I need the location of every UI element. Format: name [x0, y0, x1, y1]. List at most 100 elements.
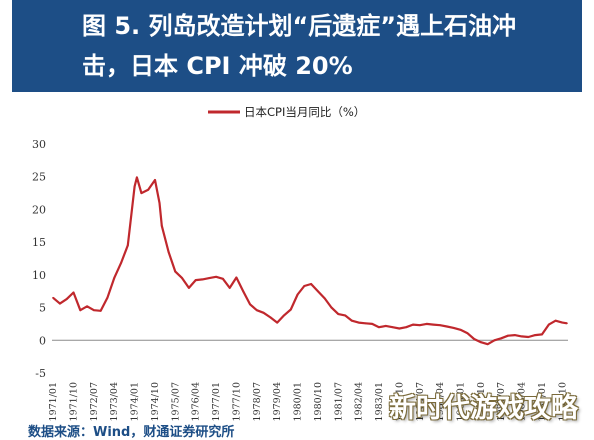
x-tick-label: 1975/07: [170, 382, 181, 421]
data-point: [357, 321, 360, 324]
data-point: [262, 311, 265, 314]
x-tick-label: 1985/04: [435, 382, 446, 421]
data-point: [65, 298, 68, 300]
data-point: [412, 323, 414, 326]
data-point: [351, 319, 353, 322]
data-point: [276, 321, 279, 324]
data-point: [391, 326, 394, 329]
data-point: [255, 309, 258, 312]
data-point: [323, 297, 326, 300]
data-point: [527, 336, 530, 338]
data-point: [439, 324, 441, 327]
data-point: [86, 305, 88, 308]
x-tick-label: 1972/07: [89, 382, 100, 421]
data-point: [303, 285, 306, 287]
x-tick-label: 1976/04: [191, 382, 202, 421]
x-tick-label: 1989/10: [557, 382, 568, 421]
chart-title-line-1: 图 5. 列岛改造计划“后遗症”遇上石油冲: [82, 12, 517, 40]
data-point: [547, 323, 550, 326]
data-point: [473, 338, 475, 340]
data-point: [235, 276, 238, 279]
x-tick-label: 1989/01: [537, 382, 548, 421]
data-point: [296, 293, 299, 296]
data-point: [364, 322, 367, 325]
data-point: [181, 277, 184, 279]
data-point: [222, 277, 224, 280]
data-source-note: 数据来源：Wind，财通证券研究所: [28, 425, 235, 440]
data-point: [330, 306, 333, 309]
y-axis: -5 0 5 10 15 20 25 30: [32, 138, 46, 380]
data-point: [136, 176, 138, 179]
data-point: [405, 326, 408, 329]
y-tick-label: 10: [32, 269, 46, 282]
y-tick-label: 20: [32, 203, 46, 216]
data-point: [106, 296, 109, 299]
data-point: [520, 335, 523, 338]
x-tick-label: 1984/07: [415, 382, 426, 421]
data-point: [113, 277, 116, 279]
x-tick-label: 1986/10: [476, 382, 487, 421]
data-point: [418, 324, 421, 327]
data-point: [158, 202, 161, 204]
data-point: [534, 334, 537, 336]
data-point: [561, 321, 564, 324]
data-point: [201, 278, 204, 281]
data-point: [283, 314, 285, 317]
data-point: [425, 323, 428, 325]
y-tick-label: 0: [39, 334, 46, 347]
data-point: [99, 309, 102, 312]
x-tick-label: 1979/04: [272, 382, 283, 421]
data-point: [493, 339, 496, 342]
data-point: [486, 343, 489, 346]
data-point: [398, 327, 401, 330]
y-tick-label: 5: [39, 302, 46, 315]
x-axis: 1971/01 1971/10 1972/07 1973/04 1974/01 1974/…: [48, 339, 568, 421]
data-point: [160, 224, 163, 227]
x-tick-label: 1978/07: [252, 382, 263, 421]
x-tick-label: 1977/10: [231, 382, 242, 421]
data-point: [249, 303, 251, 306]
y-tick-label: 15: [32, 236, 46, 249]
data-point: [154, 179, 156, 181]
watermark: 新时代游戏攻略: [389, 393, 578, 424]
data-point: [507, 334, 509, 337]
data-point: [215, 275, 218, 278]
x-tick-label: 1983/01: [374, 382, 385, 421]
y-tick-label: 30: [32, 138, 46, 151]
series-line-cpi: [52, 176, 568, 346]
data-point: [167, 251, 170, 253]
data-point: [93, 309, 95, 312]
x-tick-label: 1982/04: [354, 382, 365, 421]
chart-title-line-2: 击，日本 CPI 冲破 20%: [82, 52, 353, 80]
data-point: [133, 185, 136, 188]
data-point: [466, 332, 469, 334]
data-point: [500, 337, 503, 340]
data-point: [554, 319, 557, 322]
data-point: [126, 244, 129, 247]
x-tick-label: 1980/10: [313, 382, 324, 421]
plot-area: [52, 176, 568, 346]
data-point: [208, 277, 211, 279]
data-point: [72, 291, 75, 294]
data-point: [344, 314, 346, 317]
x-tick-label: 1971/10: [69, 382, 80, 421]
x-tick-label: 1986/01: [456, 382, 467, 421]
data-point: [480, 341, 482, 344]
data-point: [317, 290, 319, 293]
data-point: [269, 316, 272, 319]
data-point: [310, 283, 312, 285]
data-point: [79, 309, 82, 312]
legend: 日本CPI当月同比（%）: [208, 105, 365, 119]
data-point: [337, 313, 340, 315]
data-point: [188, 287, 190, 289]
data-point: [120, 262, 122, 264]
data-point: [59, 302, 61, 305]
data-point: [446, 325, 448, 328]
legend-label: 日本CPI当月同比（%）: [244, 105, 365, 119]
data-point: [566, 322, 568, 325]
x-tick-label: 1974/01: [130, 382, 141, 421]
data-point: [541, 333, 543, 336]
data-point: [371, 323, 374, 325]
data-point: [52, 296, 54, 299]
x-tick-label: 1971/01: [48, 382, 59, 421]
